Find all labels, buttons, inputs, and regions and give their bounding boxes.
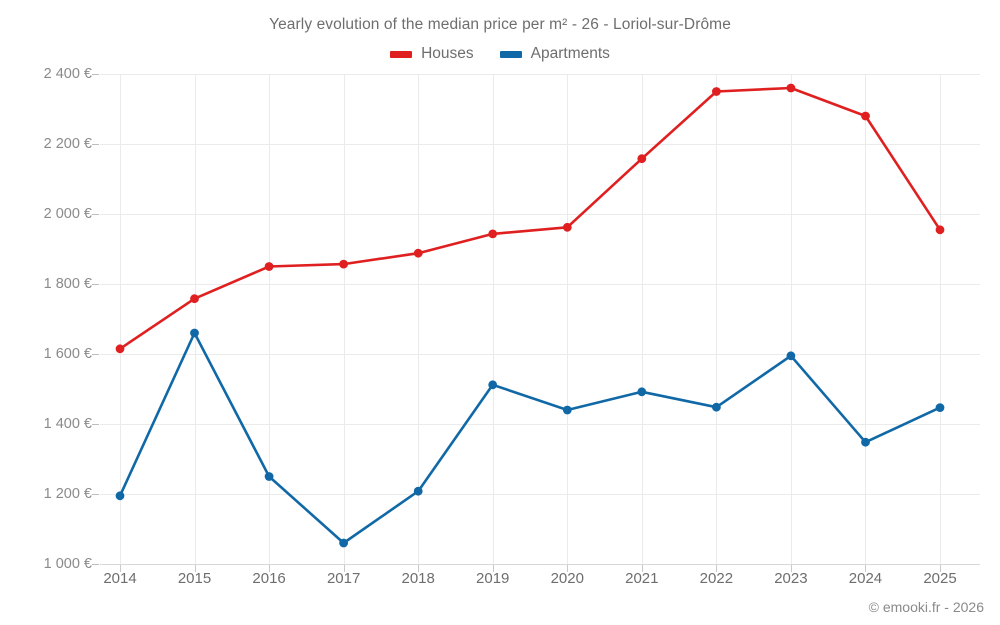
- y-tick-label: 2 400 €: [43, 66, 92, 82]
- x-tick-label: 2023: [774, 570, 808, 587]
- x-tick-mark: [343, 565, 345, 572]
- x-tick-mark: [418, 565, 420, 572]
- x-tick-mark: [716, 565, 718, 572]
- x-tick-label: 2020: [550, 570, 584, 587]
- y-tick-mark: [92, 424, 99, 425]
- x-tick-label: 2021: [625, 570, 659, 587]
- x-tick-mark: [641, 565, 643, 572]
- y-tick-label: 1 800 €: [43, 276, 92, 292]
- y-tick-label: 1 200 €: [43, 486, 92, 502]
- legend-swatch-icon: [499, 50, 522, 58]
- y-tick-label: 1 600 €: [43, 346, 92, 362]
- x-tick-label: 2018: [401, 570, 435, 587]
- y-tick-mark: [92, 494, 99, 495]
- y-tick-mark: [92, 74, 99, 75]
- copyright-credit: © emooki.fr - 2026: [868, 599, 984, 615]
- x-tick-mark: [790, 565, 792, 572]
- x-tick-mark: [492, 565, 494, 572]
- x-tick-label: 2025: [923, 570, 957, 587]
- x-tick-mark: [865, 565, 867, 572]
- y-tick-label: 1 400 €: [43, 416, 92, 432]
- x-tick-mark: [120, 565, 121, 572]
- x-tick-label: 2014: [103, 570, 137, 587]
- y-tick-mark: [92, 144, 99, 145]
- legend-label: Apartments: [530, 45, 610, 62]
- x-tick-label: 2022: [699, 570, 734, 587]
- legend-swatch-icon: [390, 50, 413, 58]
- x-tick-mark: [940, 565, 941, 572]
- x-tick-label: 2024: [848, 570, 883, 587]
- y-tick-mark: [92, 354, 99, 355]
- y-tick-label: 1 000 €: [43, 556, 92, 572]
- x-axis-line: [100, 564, 980, 565]
- x-tick-mark: [194, 565, 196, 572]
- x-tick-mark: [567, 565, 569, 572]
- x-tick-mark: [269, 565, 271, 572]
- legend-item-houses[interactable]: Houses: [390, 45, 474, 63]
- x-tick-label: 2015: [177, 570, 212, 587]
- chart-legend: Houses Apartments: [0, 45, 1000, 63]
- chart-title: Yearly evolution of the median price per…: [269, 16, 731, 33]
- y-tick-mark: [92, 284, 99, 285]
- legend-label: Houses: [421, 45, 474, 62]
- y-tick-mark: [92, 564, 99, 565]
- x-tick-label: 2016: [252, 570, 286, 587]
- y-tick-label: 2 200 €: [43, 136, 92, 152]
- y-gridline: [100, 74, 980, 75]
- y-tick-label: 2 000 €: [43, 206, 92, 222]
- x-tick-label: 2019: [476, 570, 510, 587]
- y-tick-mark: [92, 214, 99, 215]
- x-tick-label: 2017: [326, 570, 361, 587]
- legend-item-apartments[interactable]: Apartments: [499, 45, 610, 63]
